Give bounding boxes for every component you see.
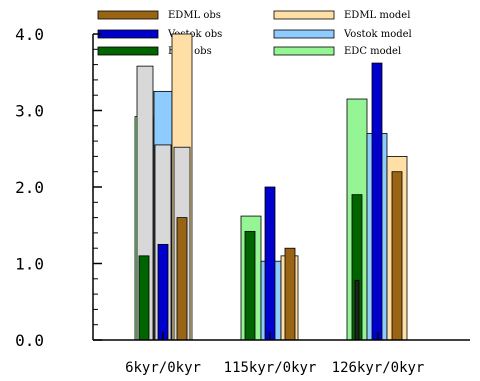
y-tick-label: 1.0 bbox=[15, 255, 44, 274]
y-tick-label: 4.0 bbox=[15, 25, 44, 44]
y-tick-label: 0.0 bbox=[15, 331, 44, 350]
x-tick-label: 115kyr/0kyr bbox=[224, 360, 317, 376]
bar-vostok-obs-115kyr-0kyr bbox=[264, 186, 276, 341]
y-tick-label: 3.0 bbox=[15, 102, 44, 121]
legend-label-vostok-obs: Vostok obs bbox=[167, 29, 222, 40]
bar-vostok-obs-6kyr-0kyr bbox=[157, 243, 169, 341]
bar-edml-obs-115kyr-0kyr bbox=[284, 247, 296, 341]
legend-swatch-edc-model bbox=[273, 46, 335, 56]
legend-label-edc-model: EDC model bbox=[344, 46, 401, 57]
legend-label-vostok-model: Vostok model bbox=[343, 29, 412, 40]
legend: EDML obs EDML model Vostok obs Vostok model… bbox=[97, 10, 412, 57]
bar-edml-obs-6kyr-0kyr bbox=[176, 217, 188, 341]
legend-swatch-edml-model bbox=[273, 10, 335, 20]
legend-label-edml-model: EDML model bbox=[344, 10, 410, 21]
bars bbox=[134, 33, 408, 341]
bar-edc-obs-115kyr-0kyr bbox=[244, 230, 256, 341]
legend-swatch-edml-obs bbox=[97, 10, 159, 20]
x-tick-label: 126kyr/0kyr bbox=[332, 360, 425, 376]
y-tick-label: 2.0 bbox=[15, 178, 44, 197]
y-axis: 0.0 1.0 2.0 3.0 4.0 bbox=[15, 25, 102, 350]
x-tick-label: 6kyr/0kyr bbox=[125, 360, 201, 376]
bar-edml-obs-126kyr-0kyr bbox=[391, 171, 403, 341]
unlabeled-bar-126kyr-0kyr bbox=[354, 279, 360, 341]
legend-swatch-vostok-obs bbox=[97, 29, 159, 39]
legend-label-edml-obs: EDML obs bbox=[168, 10, 221, 21]
legend-swatch-edc-obs bbox=[97, 46, 159, 56]
legend-swatch-vostok-model bbox=[273, 29, 335, 39]
bar-edc-obs-6kyr-0kyr bbox=[138, 255, 150, 341]
x-axis: 6kyr/0kyr 115kyr/0kyr 126kyr/0kyr bbox=[93, 332, 470, 376]
bar-vostok-obs-126kyr-0kyr bbox=[371, 62, 383, 341]
